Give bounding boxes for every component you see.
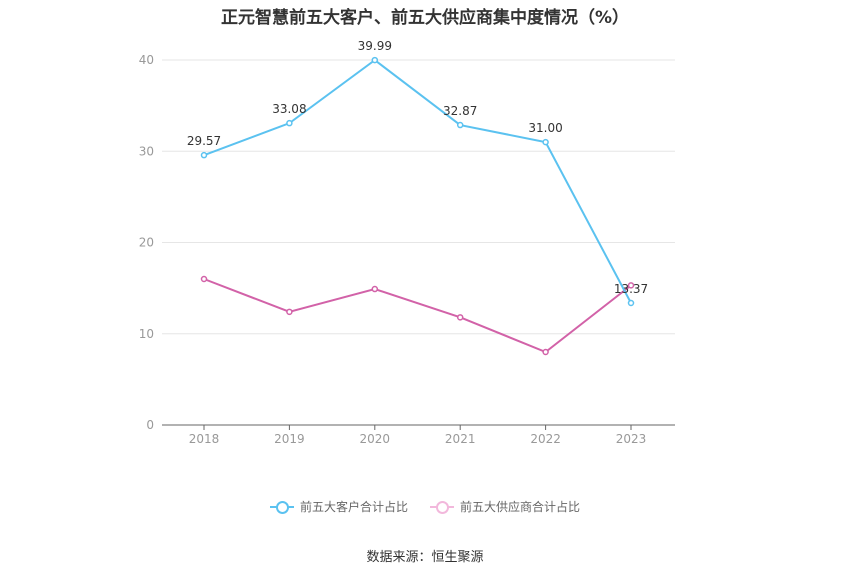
legend: 前五大客户合计占比 前五大供应商合计占比 [0, 498, 850, 515]
chart-title: 正元智慧前五大客户、前五大供应商集中度情况（%） [220, 8, 630, 28]
data-label-0: 31.00 [528, 121, 562, 135]
data-label-0: 13.37 [614, 282, 648, 296]
x-tick-label: 2023 [616, 432, 647, 446]
legend-item-suppliers[interactable]: 前五大供应商合计占比 [430, 498, 580, 515]
data-point-1 [286, 308, 293, 316]
x-tick-label: 2021 [445, 432, 476, 446]
x-tick-label: 2018 [189, 432, 220, 446]
data-point-0 [200, 151, 208, 159]
y-tick-label: 10 [139, 327, 154, 341]
data-label-0: 39.99 [358, 39, 392, 53]
data-source: 数据来源：恒生聚源 [366, 550, 484, 565]
y-tick-label: 30 [139, 144, 154, 158]
y-tick-label: 40 [139, 53, 154, 67]
x-tick-label: 2020 [360, 432, 391, 446]
series-line-0 [203, 58, 632, 304]
data-point-0 [627, 299, 635, 307]
y-tick-label: 0 [146, 418, 154, 432]
data-point-1 [200, 275, 208, 283]
data-point-1 [456, 314, 464, 321]
data-point-0 [371, 56, 379, 64]
legend-label-customers: 前五大客户合计占比 [299, 500, 408, 514]
data-label-0: 32.87 [443, 104, 477, 118]
data-point-1 [371, 285, 379, 293]
y-tick-label: 20 [139, 236, 154, 250]
data-point-0 [542, 138, 549, 146]
data-label-0: 29.57 [187, 134, 221, 148]
data-point-0 [286, 119, 293, 127]
series-line-1 [203, 278, 632, 354]
data-label-0: 33.08 [272, 102, 306, 116]
data-point-0 [456, 121, 464, 129]
legend-swatch-customers-icon [269, 500, 294, 514]
legend-item-customers[interactable]: 前五大客户合计占比 [269, 498, 408, 515]
x-tick-label: 2019 [274, 432, 305, 446]
legend-label-suppliers: 前五大供应商合计占比 [460, 500, 581, 514]
data-point-1 [627, 282, 635, 289]
data-point-1 [542, 348, 549, 356]
legend-swatch-suppliers-icon [430, 500, 454, 514]
x-tick-label: 2022 [530, 432, 561, 446]
